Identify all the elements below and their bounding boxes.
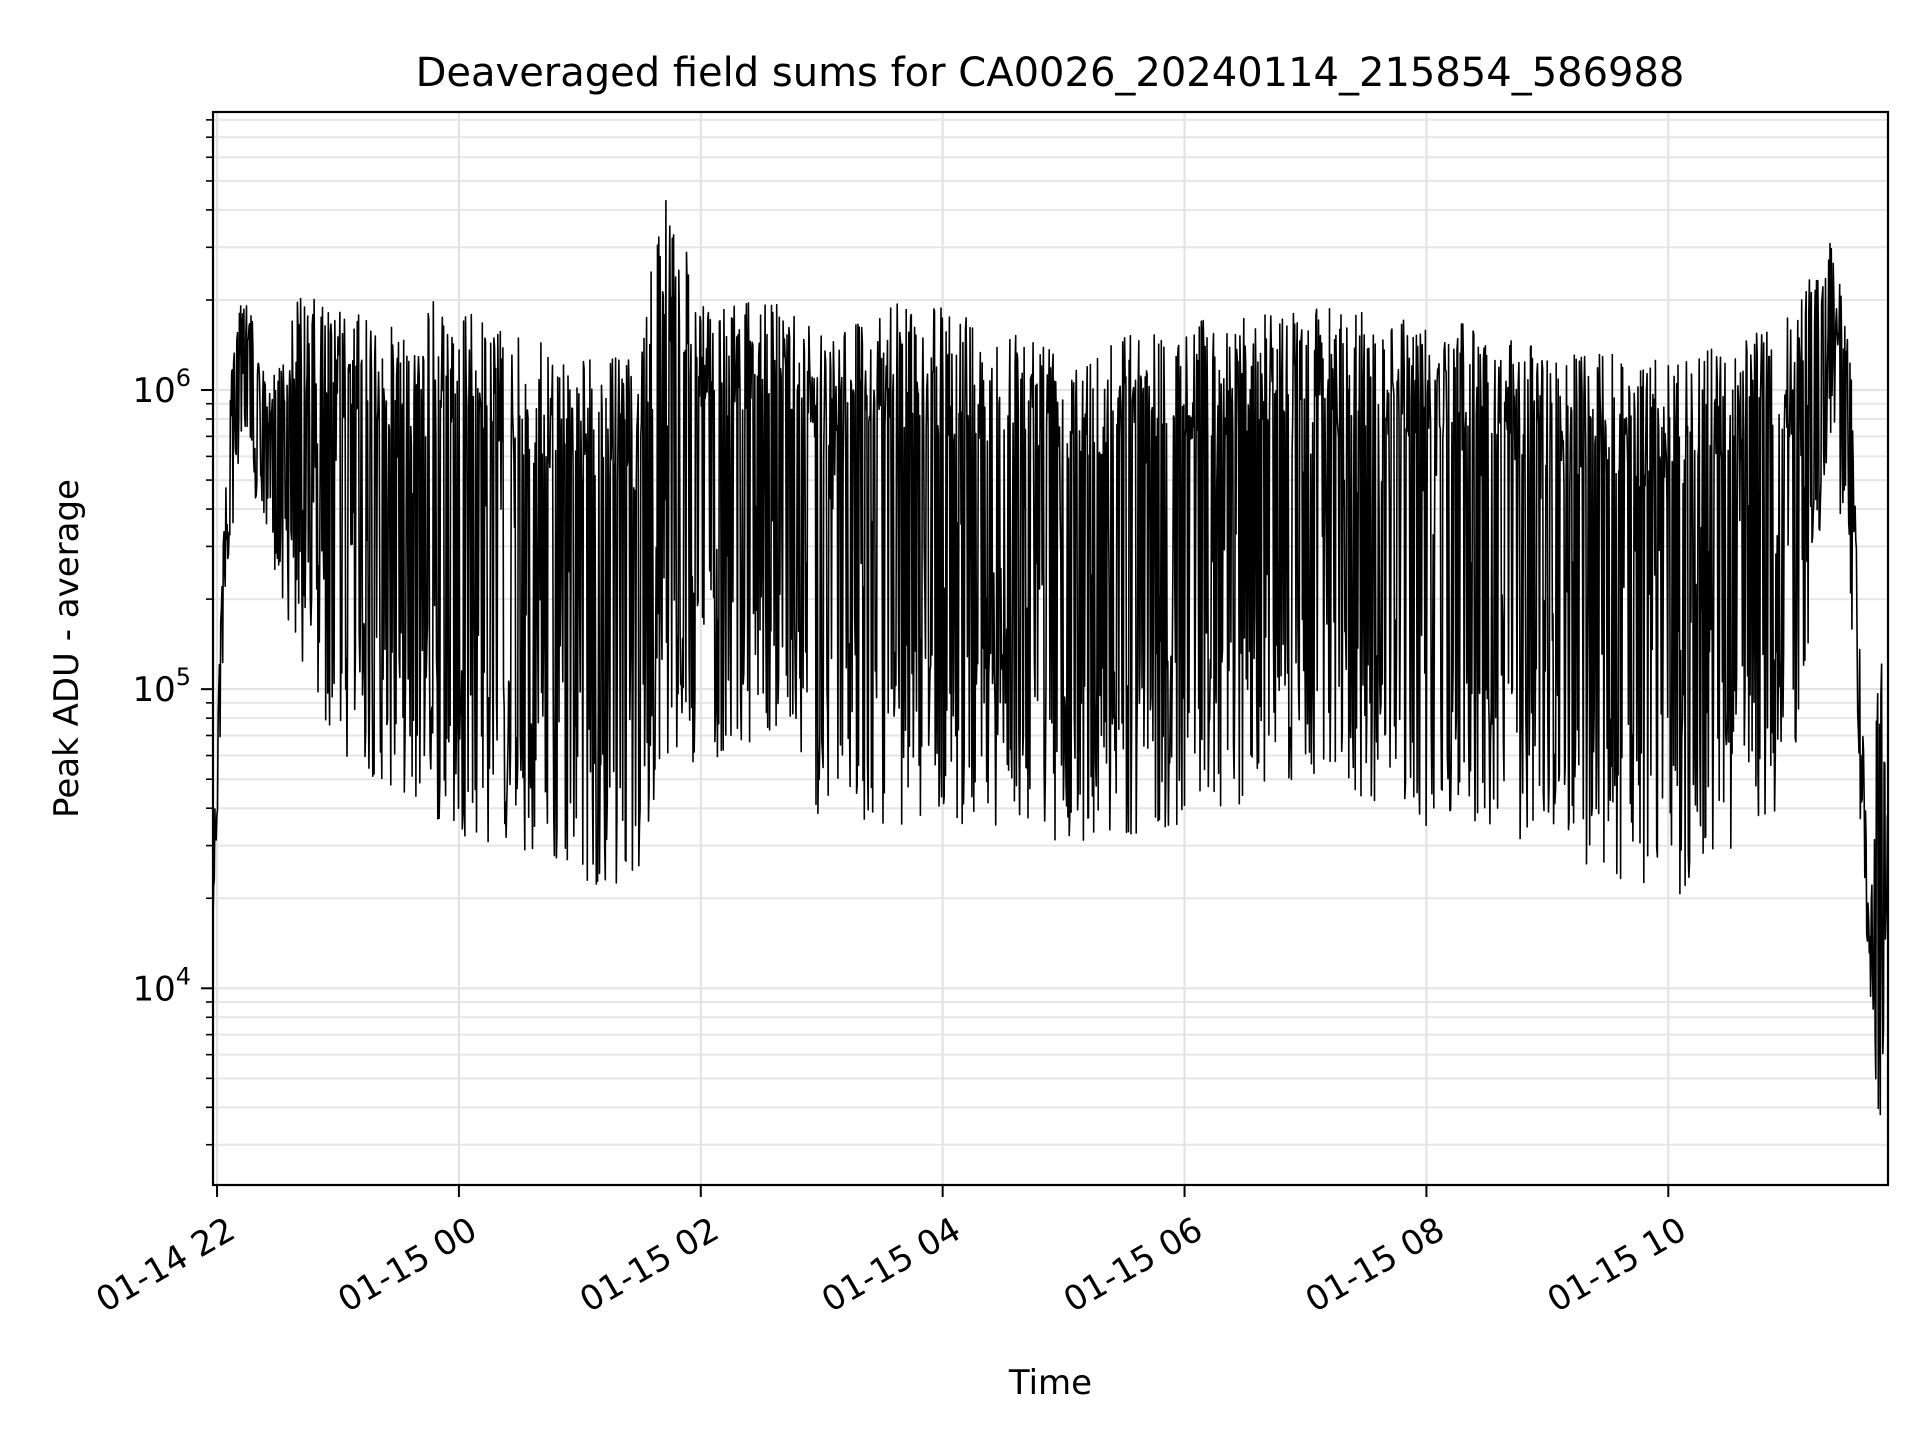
y-tick-exponent: 4 — [176, 962, 191, 990]
y-tick-label: 105 — [132, 663, 191, 710]
x-axis-label: Time — [1008, 1363, 1092, 1403]
chart-title: Deaveraged field sums for CA0026_2024011… — [416, 50, 1685, 96]
series-layer — [212, 199, 1889, 1116]
y-axis-label: Peak ADU - average — [47, 479, 87, 818]
y-tick-base: 10 — [132, 969, 175, 1009]
y-tick-exponent: 5 — [176, 663, 191, 691]
y-tick-label: 106 — [132, 364, 191, 411]
y-tick-exponent: 6 — [176, 364, 191, 392]
y-tick-base: 10 — [132, 371, 175, 411]
y-tick-label: 104 — [132, 962, 191, 1009]
plot-frame — [211, 110, 1890, 1187]
series-line — [212, 199, 1889, 1116]
y-tick-base: 10 — [132, 670, 175, 710]
